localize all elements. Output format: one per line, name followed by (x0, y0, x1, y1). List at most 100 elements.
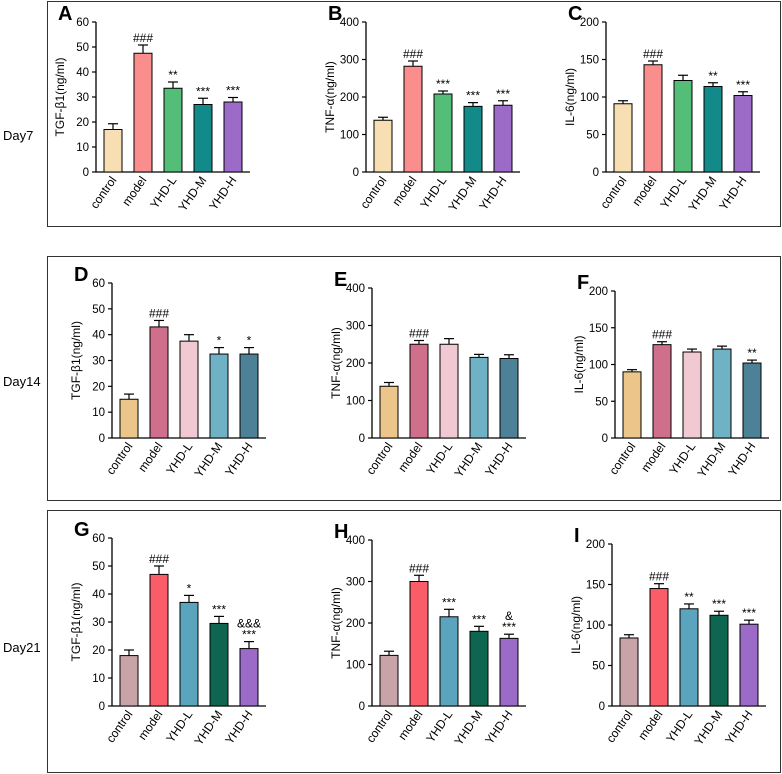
bar-model (409, 343, 429, 439)
y-tick-label: 300 (346, 321, 365, 333)
significance-label: ### (149, 552, 169, 566)
panel-H: H 0 100 200 300 400 TNF-α(ng/ml) control ### mode… (329, 521, 526, 748)
y-tick-label: 0 (353, 167, 359, 179)
panel-I: I 0 50 100 150 200 IL-6(ng/ml) control ### model *… (569, 525, 766, 748)
y-tick-label: 50 (76, 42, 89, 54)
bar-YHD-M (703, 86, 723, 173)
y-tick-label: 50 (586, 130, 599, 142)
bar-YHD-L (682, 351, 702, 439)
x-tick-label: YHD-H (482, 708, 515, 747)
bar-YHD-H (499, 637, 519, 707)
panel-B: B 0 100 200 300 400 TNF-α(ng/ml) control ### mode… (323, 3, 520, 214)
panel-letter: G (74, 519, 90, 541)
x-tick-label: YHD-M (175, 174, 209, 214)
x-tick-label: control (597, 174, 629, 212)
y-tick-label: 100 (346, 396, 365, 408)
bar-YHD-L (433, 93, 453, 173)
y-axis-label: TNF-α(ng/ml) (323, 61, 337, 133)
bar-control (119, 655, 139, 707)
y-tick-label: 400 (340, 17, 359, 29)
bar-YHD-M (469, 630, 489, 707)
y-tick-label: 400 (346, 283, 365, 295)
panel-letter: E (334, 269, 347, 291)
x-tick-label: YHD-H (476, 174, 509, 213)
significance-label: * (217, 334, 222, 348)
y-axis-label: TNF-α(ng/ml) (329, 587, 343, 659)
bar-YHD-L (673, 80, 693, 173)
x-tick-label: YHD-M (445, 174, 479, 214)
y-tick-label: 20 (92, 645, 105, 657)
y-tick-label: 30 (76, 92, 89, 104)
x-tick-label: model (135, 708, 165, 743)
x-tick-label: YHD-H (725, 440, 758, 479)
y-tick-label: 150 (589, 323, 608, 335)
bar-control (622, 371, 642, 439)
bar-control (379, 385, 399, 439)
y-tick-label: 40 (92, 589, 105, 601)
y-axis-label: TGF-β1(ng/ml) (69, 583, 83, 662)
panel-letter: I (574, 525, 580, 547)
bar-YHD-H (493, 104, 513, 173)
bar-control (119, 398, 139, 439)
y-tick-label: 0 (99, 701, 105, 713)
y-tick-label: 100 (346, 660, 365, 672)
bar-YHD-H (499, 358, 519, 439)
y-tick-label: 200 (589, 286, 608, 298)
y-tick-label: 200 (580, 17, 599, 29)
y-tick-label: 60 (92, 533, 105, 545)
bar-YHD-M (193, 104, 213, 173)
y-tick-label: 300 (340, 55, 359, 67)
y-tick-label: 0 (359, 701, 365, 713)
bar-YHD-L (439, 343, 459, 439)
bar-YHD-M (712, 348, 732, 439)
significance-label: *** (226, 84, 240, 98)
x-tick-label: model (119, 174, 149, 209)
panel-C: C 0 50 100 150 200 IL-6(ng/ml) control ### model Y… (563, 3, 760, 214)
y-tick-label: 40 (76, 67, 89, 79)
y-tick-label: 60 (92, 278, 105, 290)
x-tick-label: model (638, 440, 668, 475)
y-tick-label: 30 (92, 617, 105, 629)
panel-letter: H (334, 521, 348, 543)
x-tick-label: control (363, 708, 395, 746)
bar-model (149, 326, 169, 439)
panel-D: D 0 10 20 30 40 50 60 TGF-β1(ng/ml) control ### mod… (69, 264, 266, 480)
x-tick-label: control (363, 440, 395, 478)
y-tick-label: 300 (346, 577, 365, 589)
panel-A: A 0 10 20 30 40 50 60 TGF-β1(ng/ml) control ### mod… (53, 3, 250, 214)
y-tick-label: 200 (586, 539, 605, 551)
y-tick-label: 150 (580, 55, 599, 67)
significance-label: * (247, 334, 252, 348)
bar-control (619, 637, 639, 707)
significance-label: *** (712, 597, 726, 611)
y-tick-label: 50 (592, 661, 605, 673)
x-tick-label: model (635, 708, 665, 743)
x-tick-label: YHD-M (191, 440, 225, 480)
y-tick-label: 200 (340, 92, 359, 104)
y-tick-label: 150 (586, 580, 605, 592)
panel-F: F 0 50 100 150 200 IL-6(ng/ml) control ### model Y… (572, 272, 769, 480)
y-tick-label: 0 (99, 433, 105, 445)
x-tick-label: model (395, 708, 425, 743)
significance-label: *** (466, 89, 480, 103)
y-tick-label: 100 (340, 130, 359, 142)
significance-label: ** (168, 68, 178, 82)
panel-letter: A (58, 3, 72, 25)
bar-YHD-L (679, 608, 699, 707)
y-tick-label: 10 (92, 407, 105, 419)
x-tick-label: YHD-H (716, 174, 749, 213)
y-tick-label: 30 (92, 356, 105, 368)
x-tick-label: control (87, 174, 119, 212)
y-tick-label: 20 (92, 381, 105, 393)
significance-label: *** (472, 612, 486, 626)
significance-label: ** (708, 69, 718, 83)
y-tick-label: 100 (586, 620, 605, 632)
row-box-day21 (47, 510, 781, 773)
y-axis-label: TGF-β1(ng/ml) (53, 58, 67, 137)
bar-YHD-H (739, 623, 759, 707)
x-tick-label: YHD-M (691, 708, 725, 748)
bar-YHD-M (463, 105, 483, 173)
bar-YHD-H (239, 353, 259, 439)
panel-letter: B (328, 3, 342, 25)
